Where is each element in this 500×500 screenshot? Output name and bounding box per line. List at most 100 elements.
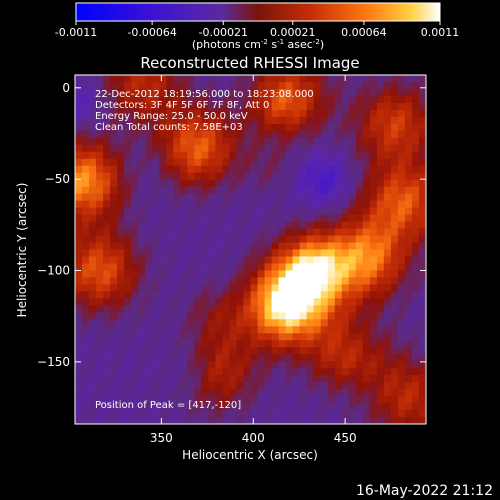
- heatmap-cell: [89, 396, 97, 404]
- heatmap-cell: [166, 158, 174, 167]
- heatmap-cell: [348, 263, 357, 271]
- heatmap-cell: [166, 410, 174, 418]
- heatmap-cell: [194, 186, 202, 195]
- heatmap-cell: [180, 417, 188, 425]
- heatmap-cell: [285, 130, 294, 139]
- heatmap-cell: [327, 165, 336, 174]
- heatmap-cell: [145, 389, 153, 397]
- heatmap-cell: [299, 249, 308, 257]
- heatmap-cell: [131, 88, 139, 97]
- heatmap-cell: [292, 284, 301, 292]
- heatmap-cell: [320, 207, 329, 215]
- heatmap-cell: [243, 144, 251, 153]
- heatmap-cell: [138, 270, 146, 278]
- heatmap-cell: [103, 396, 111, 404]
- heatmap-cell: [397, 130, 406, 139]
- heatmap-cell: [208, 179, 216, 188]
- heatmap-cell: [411, 368, 420, 376]
- heatmap-cell: [131, 305, 139, 313]
- heatmap-cell: [292, 340, 301, 348]
- heatmap-cell: [117, 340, 125, 348]
- heatmap-cell: [75, 340, 83, 348]
- heatmap-cell: [166, 221, 174, 229]
- heatmap-cell: [348, 312, 357, 320]
- heatmap-cell: [355, 95, 364, 104]
- heatmap-cell: [215, 305, 223, 313]
- heatmap-cell: [250, 123, 258, 132]
- heatmap-cell: [404, 235, 413, 243]
- heatmap-cell: [208, 298, 216, 306]
- heatmap-cell: [222, 109, 230, 118]
- heatmap-cell: [201, 186, 209, 195]
- heatmap-cell: [117, 375, 125, 383]
- heatmap-cell: [376, 368, 385, 376]
- heatmap-cell: [278, 396, 286, 404]
- heatmap-cell: [271, 88, 279, 97]
- heatmap-cell: [103, 340, 111, 348]
- heatmap-cell: [117, 165, 125, 174]
- heatmap-cell: [103, 235, 111, 243]
- heatmap-cell: [362, 116, 371, 125]
- y-tick-label: 0: [62, 81, 70, 95]
- heatmap-cell: [229, 354, 237, 362]
- heatmap-cell: [341, 116, 350, 125]
- heatmap-cell: [138, 151, 146, 160]
- heatmap-cell: [89, 88, 97, 97]
- heatmap-cell: [194, 95, 202, 104]
- heatmap-cell: [117, 130, 125, 139]
- heatmap-cell: [271, 179, 279, 188]
- heatmap-cell: [404, 214, 413, 222]
- heatmap-cell: [292, 75, 301, 83]
- heatmap-cell: [187, 277, 195, 285]
- heatmap-cell: [411, 382, 420, 390]
- heatmap-cell: [341, 305, 350, 313]
- heatmap-cell: [257, 207, 265, 215]
- heatmap-cell: [341, 144, 350, 153]
- heatmap-cell: [292, 361, 301, 369]
- heatmap-cell: [369, 235, 378, 243]
- heatmap-cell: [264, 88, 272, 97]
- heatmap-cell: [159, 403, 167, 411]
- heatmap-cell: [418, 123, 427, 132]
- heatmap-cell: [75, 144, 83, 153]
- heatmap-cell: [96, 235, 104, 243]
- heatmap-cell: [376, 326, 385, 334]
- heatmap-cell: [138, 165, 146, 174]
- heatmap-cell: [138, 326, 146, 334]
- heatmap-cell: [173, 270, 181, 278]
- heatmap-cell: [292, 207, 301, 215]
- heatmap-cell: [173, 207, 181, 215]
- heatmap-cell: [390, 186, 399, 195]
- heatmap-cell: [278, 340, 286, 348]
- heatmap-cell: [404, 284, 413, 292]
- heatmap-cell: [243, 256, 251, 264]
- heatmap-cell: [257, 312, 265, 320]
- heatmap-cell: [201, 172, 209, 181]
- heatmap-cell: [145, 375, 153, 383]
- heatmap-cell: [355, 102, 364, 111]
- heatmap-cell: [131, 186, 139, 195]
- heatmap-cell: [166, 88, 174, 97]
- heatmap-cell: [96, 263, 104, 271]
- heatmap-cell: [222, 242, 230, 250]
- heatmap-cell: [348, 382, 357, 390]
- heatmap-cell: [236, 109, 244, 118]
- heatmap-cell: [404, 137, 413, 146]
- heatmap-cell: [187, 368, 195, 376]
- heatmap-cell: [173, 165, 181, 174]
- heatmap-cell: [418, 75, 427, 83]
- heatmap-cell: [152, 200, 160, 209]
- heatmap-cell: [243, 130, 251, 139]
- heatmap-cell: [208, 200, 216, 209]
- heatmap-cell: [138, 277, 146, 285]
- heatmap-cell: [320, 319, 329, 327]
- heatmap-cell: [194, 249, 202, 257]
- heatmap-cell: [306, 186, 315, 195]
- heatmap-cell: [411, 375, 420, 383]
- heatmap-cell: [208, 130, 216, 139]
- heatmap-cell: [138, 298, 146, 306]
- heatmap-cell: [208, 137, 216, 146]
- heatmap-cell: [313, 179, 322, 188]
- heatmap-cell: [348, 340, 357, 348]
- heatmap-cell: [418, 347, 427, 355]
